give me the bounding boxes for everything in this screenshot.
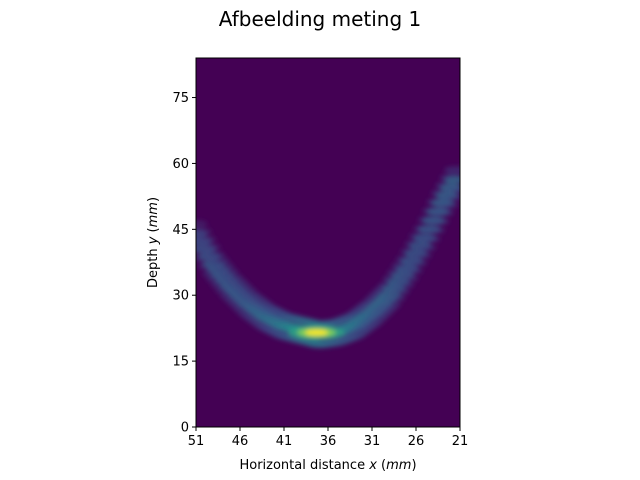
heatmap-cell: [430, 208, 454, 217]
heatmap-cell: [435, 200, 459, 209]
heatmap-cell: [378, 300, 402, 309]
x-tick-label: 36: [320, 434, 337, 449]
y-tick-label: 15: [172, 355, 189, 370]
x-tick-label: 31: [364, 434, 381, 449]
heatmap-cell: [426, 217, 450, 226]
heatmap-cell: [382, 294, 406, 303]
heatmap-peak: [305, 329, 328, 336]
x-tick-label: 51: [188, 434, 205, 449]
x-tick-label: 46: [232, 434, 249, 449]
x-tick-label: 21: [452, 434, 469, 449]
y-axis-label-unit: mm: [146, 202, 161, 227]
heatmap-cell: [444, 166, 460, 175]
plot-area: [195, 57, 461, 428]
heatmap-cell: [404, 259, 428, 268]
heatmap-cell: [408, 251, 432, 260]
heatmap-cell: [439, 193, 460, 202]
x-axis: 51 46 41 36 31 26 21: [188, 427, 469, 449]
heatmap-cell: [391, 281, 415, 290]
heatmap-cell: [422, 226, 446, 235]
heatmap-cell: [444, 185, 460, 194]
y-tick-label: 45: [172, 223, 189, 238]
heatmap-cell: [413, 243, 437, 252]
heatmap-cell: [400, 266, 424, 275]
y-axis: 0 15 30 45 60 75: [172, 91, 196, 436]
x-axis-label-unit: mm: [386, 458, 411, 473]
y-tick-label: 60: [172, 157, 189, 172]
x-axis-label-text: Horizontal distance: [239, 458, 369, 473]
x-axis-label: Horizontal distance x (mm): [239, 458, 416, 473]
heatmap-cell: [196, 220, 208, 229]
heatmap-cell: [395, 274, 419, 283]
x-axis-label-var: x: [368, 458, 377, 473]
x-tick-label: 26: [408, 434, 425, 449]
y-axis-label-var: y: [146, 236, 161, 245]
heatmap-cell: [386, 287, 410, 296]
y-axis-label-text: Depth: [146, 244, 161, 288]
heatmap-blobs: [196, 166, 460, 349]
y-tick-label: 30: [172, 289, 189, 304]
heatmap-cell: [444, 175, 460, 184]
heatmap-cell: [197, 243, 221, 252]
x-tick-label: 41: [276, 434, 293, 449]
heatmap-cell: [196, 235, 217, 244]
chart-title: Afbeelding meting 1: [219, 7, 422, 31]
heatmap-cell: [417, 235, 441, 243]
heatmap-cell: [196, 227, 212, 236]
y-tick-label: 0: [181, 421, 189, 436]
y-tick-label: 75: [172, 91, 189, 106]
y-axis-label: Depth y (mm): [146, 197, 161, 288]
